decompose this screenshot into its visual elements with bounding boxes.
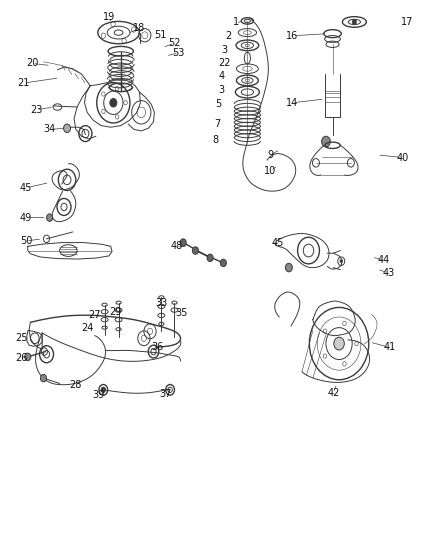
Text: 36: 36: [151, 342, 163, 352]
Text: 43: 43: [382, 268, 395, 278]
Text: 22: 22: [218, 59, 230, 68]
Circle shape: [64, 124, 71, 133]
Text: 20: 20: [26, 59, 38, 68]
Text: 21: 21: [17, 78, 30, 88]
Text: 18: 18: [134, 23, 146, 34]
Text: 7: 7: [214, 119, 220, 129]
Circle shape: [220, 259, 226, 266]
Text: 52: 52: [168, 38, 181, 48]
Text: 48: 48: [170, 241, 182, 251]
Circle shape: [25, 353, 31, 361]
Text: 2: 2: [226, 31, 232, 41]
Circle shape: [110, 99, 117, 107]
Text: 45: 45: [20, 183, 32, 193]
Text: 42: 42: [327, 388, 339, 398]
Text: 3: 3: [218, 85, 224, 95]
Circle shape: [334, 337, 344, 350]
Text: 34: 34: [43, 124, 56, 134]
Circle shape: [340, 260, 343, 263]
Circle shape: [101, 387, 106, 392]
Text: 49: 49: [20, 213, 32, 223]
Text: 8: 8: [212, 135, 219, 145]
Text: 37: 37: [159, 389, 172, 399]
Text: 10: 10: [265, 166, 277, 176]
Text: 28: 28: [70, 379, 82, 390]
Text: 25: 25: [15, 333, 28, 343]
Text: 53: 53: [173, 48, 185, 58]
Circle shape: [321, 136, 330, 147]
Text: 16: 16: [286, 31, 298, 41]
Text: 51: 51: [154, 30, 166, 41]
Circle shape: [40, 374, 46, 382]
Text: 4: 4: [218, 71, 224, 81]
Text: 5: 5: [215, 99, 221, 109]
Circle shape: [352, 19, 357, 25]
Circle shape: [46, 214, 53, 221]
Text: 17: 17: [401, 17, 413, 27]
Text: 23: 23: [30, 104, 42, 115]
Text: 14: 14: [286, 98, 298, 108]
Text: 40: 40: [396, 152, 409, 163]
Circle shape: [286, 263, 292, 272]
Circle shape: [192, 247, 198, 254]
Circle shape: [207, 254, 213, 262]
Text: 27: 27: [88, 310, 101, 320]
Text: 35: 35: [176, 308, 188, 318]
Text: 33: 33: [155, 297, 167, 308]
Text: 45: 45: [272, 238, 284, 247]
Text: 29: 29: [109, 306, 121, 317]
Text: 9: 9: [268, 150, 274, 160]
Text: 24: 24: [81, 322, 93, 333]
Text: 1: 1: [233, 17, 239, 27]
Text: 3: 3: [221, 45, 227, 54]
Circle shape: [180, 239, 186, 246]
Text: 41: 41: [383, 342, 396, 352]
Text: 44: 44: [378, 255, 390, 265]
Text: 19: 19: [103, 12, 115, 22]
Text: 26: 26: [15, 353, 28, 363]
Text: 50: 50: [20, 236, 32, 246]
Text: 39: 39: [93, 390, 105, 400]
